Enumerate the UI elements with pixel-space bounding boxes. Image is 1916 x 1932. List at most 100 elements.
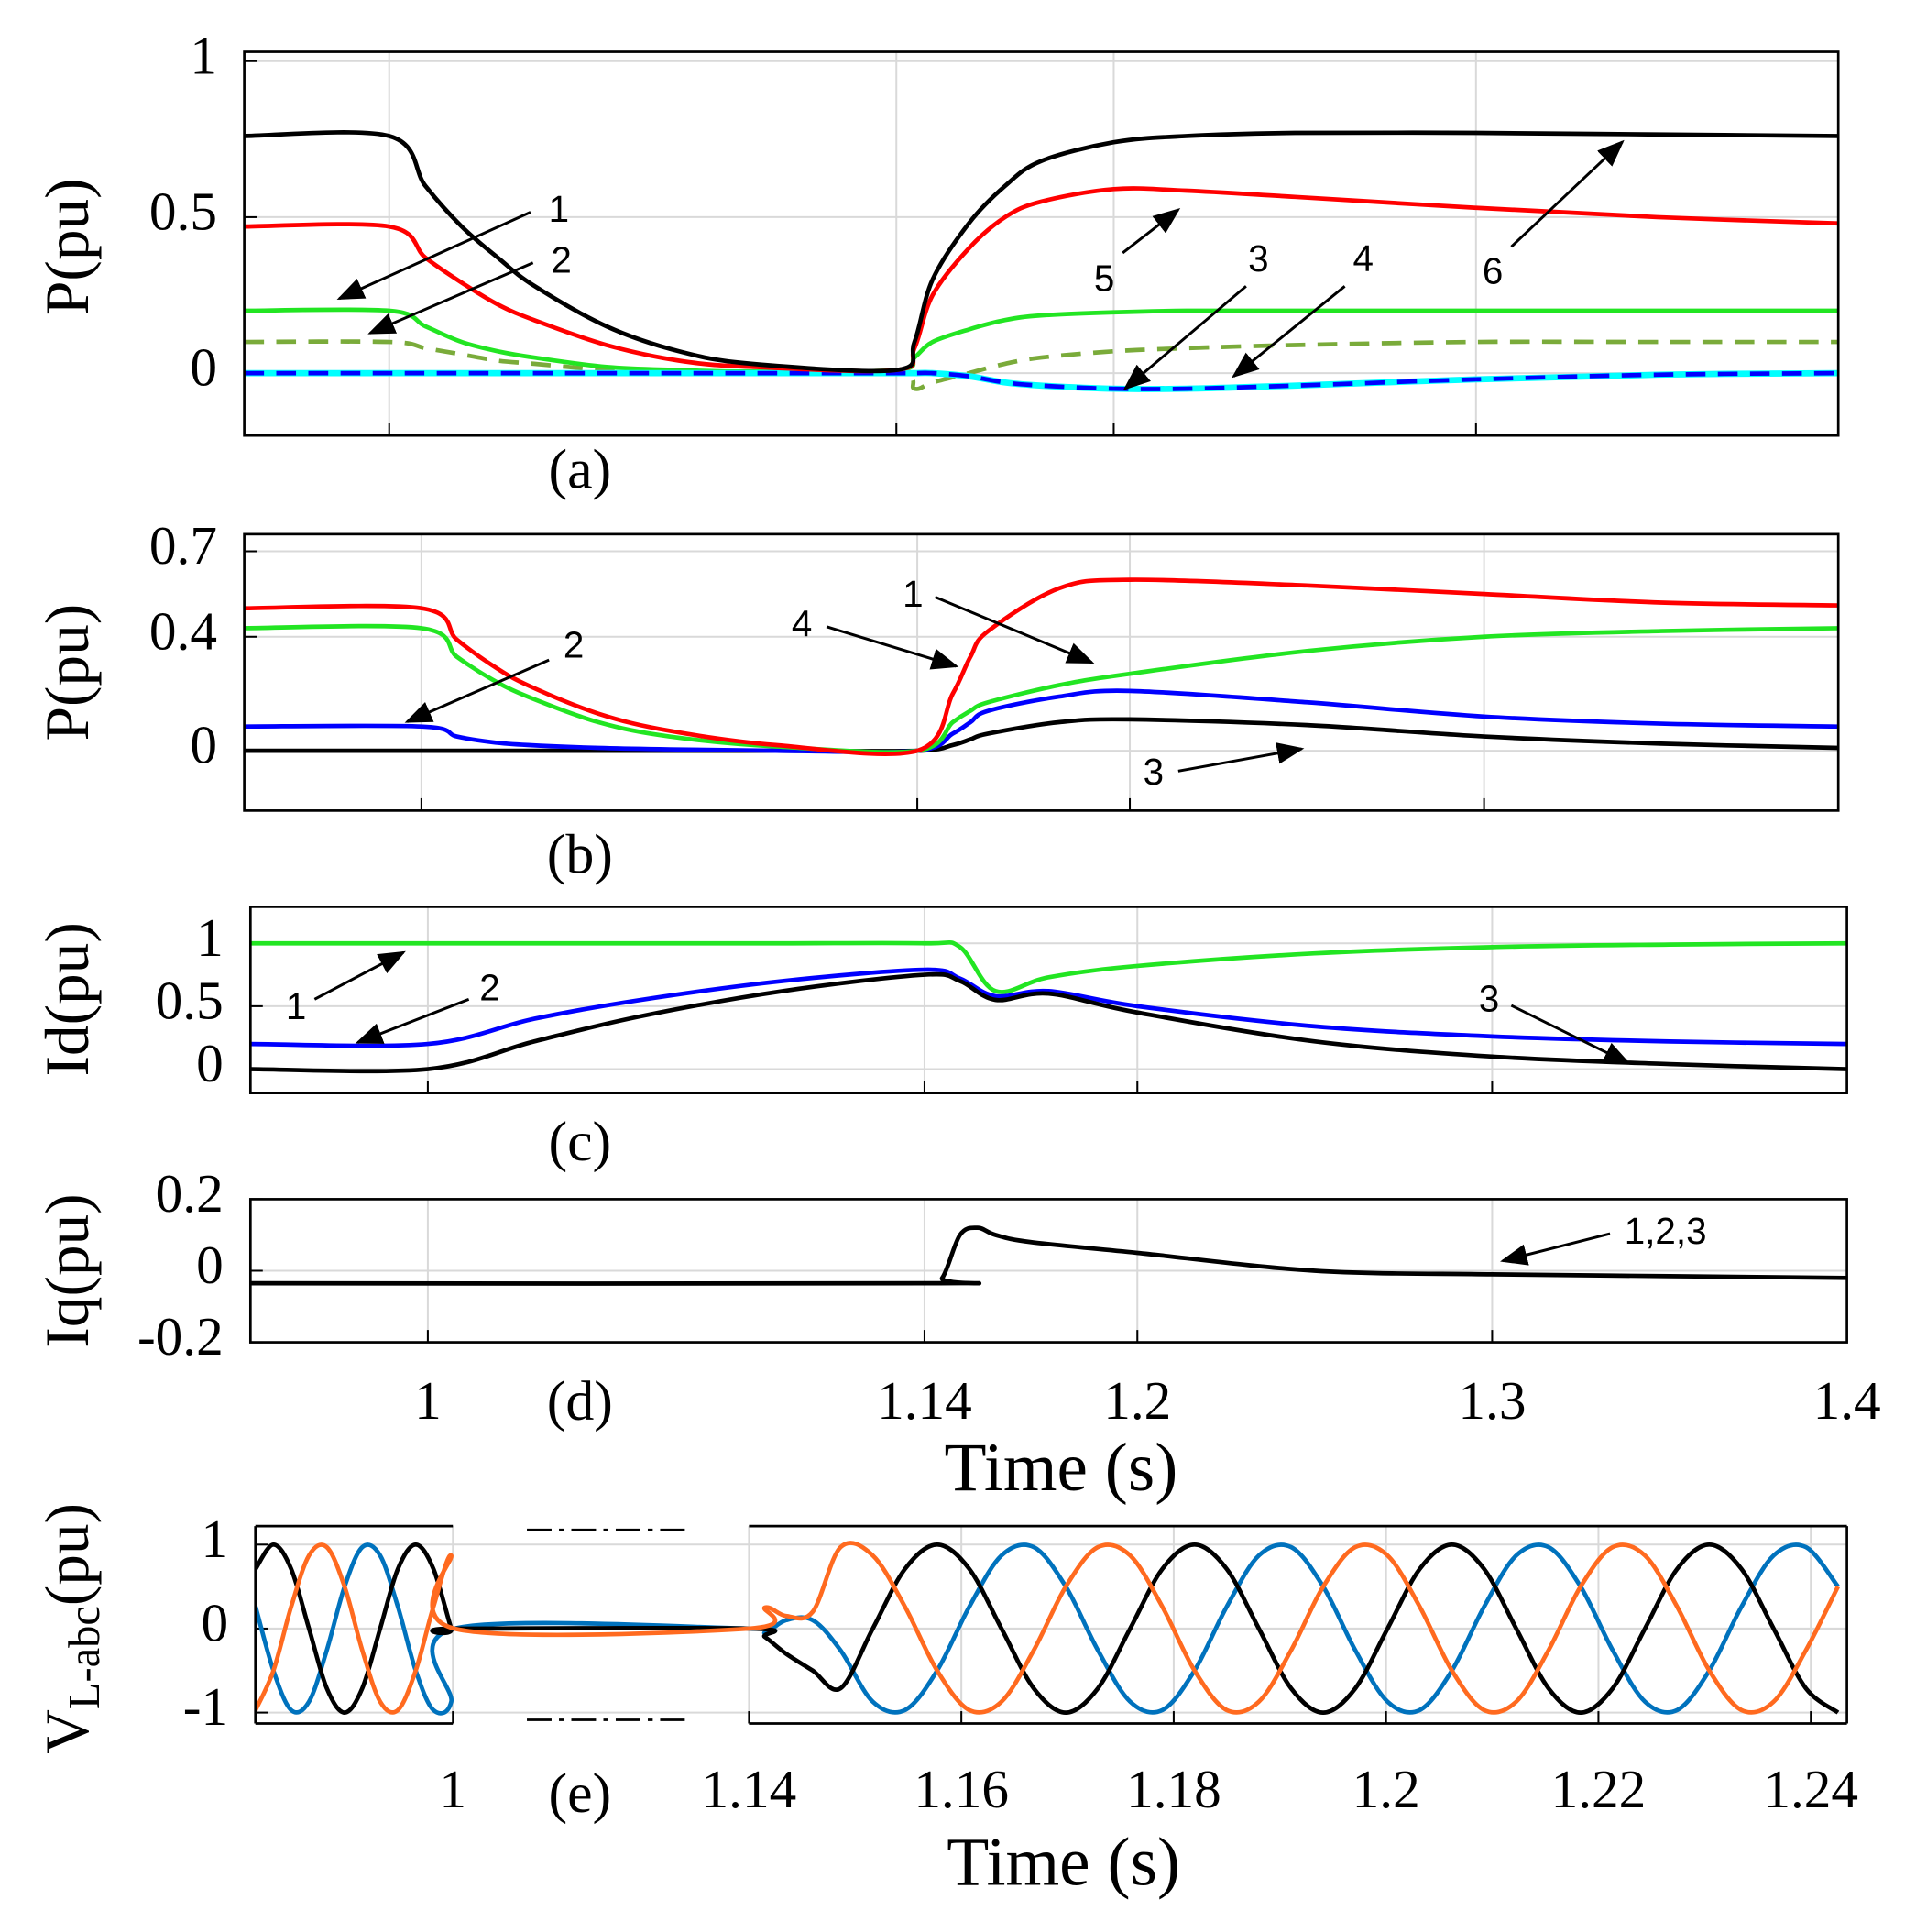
annotation-arrow bbox=[1232, 285, 1346, 379]
plot-frame bbox=[243, 532, 1840, 812]
panel: 00.51(c)Id(pu) 1 2 3 bbox=[33, 906, 1848, 1173]
series-line bbox=[244, 623, 1839, 754]
x-tick-label: 1.4 bbox=[1813, 1370, 1881, 1431]
annotation-arrow bbox=[1510, 1004, 1631, 1065]
annotation: 1 bbox=[549, 188, 569, 230]
annotation-arrow bbox=[367, 261, 534, 335]
y-tick-label: 0 bbox=[190, 337, 217, 398]
annotation: 1 bbox=[903, 573, 923, 615]
panel: 0 0.4 0.7 (b) P(pu) 1 2 3 4 bbox=[33, 515, 1840, 885]
series-line bbox=[255, 1542, 1840, 1716]
x-tick-label: 1.14 bbox=[702, 1759, 797, 1819]
annotation-arrow bbox=[404, 658, 550, 723]
annotation: 5 bbox=[1094, 258, 1114, 300]
y-tick-label: 1 bbox=[190, 25, 217, 85]
y-tick-label: -1 bbox=[183, 1676, 228, 1737]
annotation: 3 bbox=[1479, 978, 1499, 1020]
series-line bbox=[250, 939, 1847, 994]
panel-caption: (c) bbox=[548, 1111, 611, 1173]
annotation: 1,2,3 bbox=[1625, 1210, 1707, 1252]
panel: 1 0 -1 1 1.14 1.16 1.18 1.2 1.22 1.24 (e) VL-abc(pu… bbox=[33, 1503, 1858, 1901]
y-axis-label: Id(pu) bbox=[33, 922, 102, 1076]
y-tick-label: 0.5 bbox=[149, 181, 217, 242]
x-tick-label: 1 bbox=[414, 1370, 442, 1431]
x-tick-label: 1.24 bbox=[1763, 1759, 1858, 1819]
y-axis-label: Iq(pu) bbox=[33, 1193, 102, 1347]
y-tick-label: 1 bbox=[201, 1509, 228, 1569]
series-line bbox=[244, 688, 1839, 754]
series-line bbox=[250, 967, 1847, 1048]
y-tick-label: 1 bbox=[196, 907, 224, 968]
y-axis-label-suffix: (pu) bbox=[33, 1503, 102, 1606]
annotation: 3 bbox=[1248, 237, 1268, 280]
panel-caption: (d) bbox=[547, 1370, 613, 1433]
x-axis-label: Time (s) bbox=[947, 1825, 1180, 1901]
panel-caption: (e) bbox=[548, 1762, 611, 1825]
y-tick-label: 0.4 bbox=[149, 600, 217, 661]
y-tick-label: 0 bbox=[201, 1593, 228, 1653]
y-tick-label: 0.2 bbox=[156, 1163, 224, 1224]
annotation-arrow bbox=[1122, 208, 1181, 255]
annotation: 1 bbox=[286, 985, 306, 1027]
x-tick-label: 1.2 bbox=[1103, 1370, 1171, 1431]
annotation-arrow bbox=[935, 596, 1095, 664]
y-axis-label-main: Id(pu) bbox=[33, 922, 102, 1076]
annotation-arrow bbox=[313, 950, 406, 1001]
series-line bbox=[250, 971, 1847, 1074]
series-line bbox=[255, 1541, 1840, 1715]
annotation-arrow bbox=[1510, 139, 1625, 248]
series-group bbox=[250, 939, 1847, 1074]
x-tick-label: 1.18 bbox=[1126, 1759, 1221, 1819]
annotation-arrow bbox=[336, 211, 531, 301]
series-line bbox=[244, 577, 1839, 756]
y-axis-label-main: Iq(pu) bbox=[33, 1193, 102, 1347]
panel: 0.2 0 -0.2 1 1.14 1.2 1.3 1.4 (d) Iq(pu) Time (s) 1… bbox=[33, 1163, 1880, 1506]
plot-frame bbox=[248, 1198, 1848, 1344]
y-axis-label: VL-abc(pu) bbox=[33, 1503, 109, 1754]
series-line bbox=[244, 186, 1839, 374]
x-tick-label: 1.3 bbox=[1458, 1370, 1526, 1431]
x-tick-label: 1.22 bbox=[1551, 1759, 1647, 1819]
annotation: 3 bbox=[1144, 751, 1164, 793]
annotation: 2 bbox=[564, 623, 584, 665]
series-line bbox=[255, 1542, 1840, 1715]
x-tick-label: 1 bbox=[439, 1759, 466, 1819]
y-tick-label: 0 bbox=[196, 1235, 224, 1295]
y-tick-label: 0.5 bbox=[156, 970, 224, 1030]
y-axis-label-main: V bbox=[33, 1709, 102, 1754]
plot-frame bbox=[248, 906, 1848, 1094]
series-line bbox=[244, 339, 1839, 391]
panel-caption: (b) bbox=[547, 823, 613, 885]
y-tick-label: 0 bbox=[190, 715, 217, 775]
panel-caption: (a) bbox=[548, 438, 611, 500]
annotation-arrow bbox=[355, 997, 470, 1044]
y-axis-label-main: P(pu) bbox=[33, 178, 102, 315]
series-group bbox=[255, 1541, 1840, 1716]
series-line bbox=[244, 370, 1839, 391]
annotation-arrow bbox=[1500, 1232, 1611, 1266]
annotation: 2 bbox=[479, 967, 499, 1009]
annotation: 2 bbox=[551, 238, 571, 280]
annotation: 4 bbox=[792, 602, 812, 644]
series-line bbox=[244, 307, 1839, 374]
annotation: 4 bbox=[1353, 237, 1374, 280]
annotation-arrow bbox=[826, 625, 959, 670]
series-line bbox=[244, 717, 1839, 753]
y-axis-label-sub: L-abc bbox=[60, 1606, 109, 1709]
annotation: 6 bbox=[1483, 250, 1503, 292]
annotation-arrow bbox=[1122, 285, 1247, 390]
series-line bbox=[244, 130, 1839, 374]
y-axis-label: P(pu) bbox=[33, 178, 102, 315]
series-group bbox=[244, 130, 1839, 392]
plot-frame bbox=[243, 50, 1840, 437]
y-tick-label: -0.2 bbox=[137, 1306, 224, 1367]
series-group bbox=[250, 1225, 1847, 1286]
annotation-arrow bbox=[1177, 742, 1305, 773]
y-tick-label: 0.7 bbox=[149, 515, 217, 576]
x-tick-label: 1.14 bbox=[877, 1370, 972, 1431]
series-line bbox=[250, 1225, 1847, 1286]
y-tick-label: 0 bbox=[196, 1033, 224, 1093]
